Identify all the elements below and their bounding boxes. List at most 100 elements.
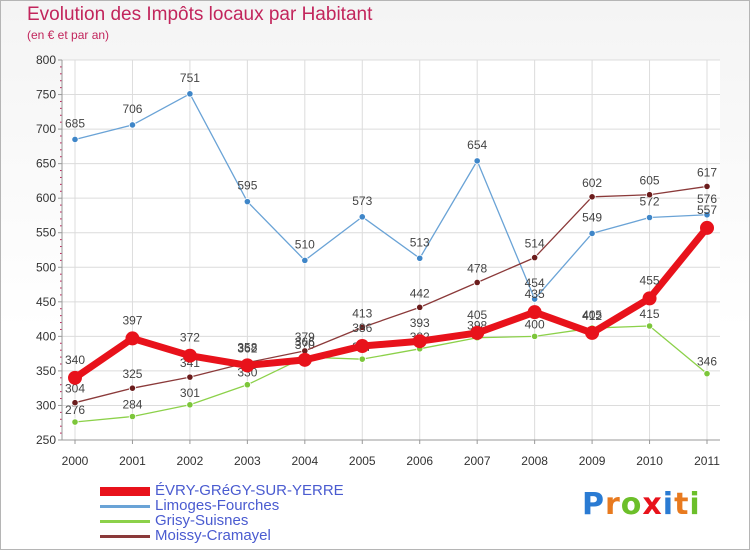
data-point-grisy	[358, 355, 366, 363]
data-point-moissy	[128, 384, 137, 392]
data-label-evry: 393	[410, 316, 430, 330]
data-label-moissy: 325	[122, 367, 142, 381]
x-tick-label: 2000	[62, 454, 89, 468]
data-label-evry: 397	[122, 313, 142, 327]
legend-swatch-grisy	[100, 520, 150, 523]
legend-label-moissy: Moissy-Cramayel	[155, 527, 271, 544]
x-tick-label: 2005	[349, 454, 376, 468]
data-point-limoges	[703, 211, 711, 219]
data-point-grisy	[645, 322, 654, 330]
data-point-limoges	[243, 198, 251, 206]
data-label-limoges: 573	[352, 194, 372, 208]
data-label-evry: 366	[295, 335, 315, 349]
y-tick-label: 450	[36, 295, 56, 309]
data-point-limoges	[128, 121, 137, 129]
y-tick-label: 550	[36, 226, 56, 240]
y-tick-label: 300	[36, 398, 56, 412]
data-label-limoges: 685	[65, 116, 85, 130]
data-point-moissy	[588, 193, 596, 201]
data-point-moissy	[416, 303, 424, 311]
data-point-grisy	[703, 370, 711, 378]
data-point-evry	[355, 339, 370, 354]
logo-letter: t	[674, 487, 690, 522]
data-label-evry: 435	[525, 287, 545, 301]
legend-label-evry: ÉVRY-GRéGY-SUR-YERRE	[155, 482, 344, 499]
data-label-grisy: 400	[525, 317, 545, 331]
data-label-limoges: 510	[295, 237, 315, 251]
data-point-grisy	[531, 332, 539, 340]
data-label-moissy: 602	[582, 176, 602, 190]
data-label-moissy: 362	[237, 342, 257, 356]
y-tick-label: 400	[36, 329, 56, 343]
data-label-grisy: 276	[65, 403, 85, 417]
y-tick-label: 600	[36, 191, 56, 205]
data-label-evry: 358	[237, 340, 257, 354]
data-label-evry: 405	[467, 308, 487, 322]
data-point-limoges	[588, 229, 596, 238]
data-point-grisy	[186, 401, 194, 409]
data-point-grisy	[128, 412, 137, 421]
data-label-grisy: 346	[697, 355, 717, 369]
data-point-evry	[125, 331, 140, 346]
legend-label-limoges: Limoges-Fourches	[155, 497, 280, 514]
data-point-evry	[297, 352, 312, 367]
legend-swatch-moissy	[100, 535, 150, 538]
logo-letter: x	[642, 487, 663, 522]
y-tick-label: 250	[36, 433, 56, 447]
data-point-limoges	[358, 213, 366, 221]
plot-area	[62, 60, 720, 440]
series-line-moissy	[74, 185, 708, 404]
data-label-limoges: 513	[410, 235, 430, 249]
logo-letter: i	[662, 487, 675, 522]
data-label-limoges: 572	[640, 195, 660, 209]
x-tick-label: 2011	[694, 454, 720, 468]
data-label-evry: 372	[180, 331, 200, 345]
data-point-moissy	[531, 254, 539, 262]
data-point-moissy	[645, 191, 654, 199]
data-label-evry: 340	[65, 353, 85, 367]
data-label-moissy: 413	[352, 306, 372, 320]
data-label-limoges: 654	[467, 138, 487, 152]
data-point-limoges	[473, 157, 481, 165]
series-line-limoges	[74, 93, 708, 300]
data-label-moissy: 617	[697, 165, 717, 179]
data-label-limoges: 706	[122, 102, 142, 116]
y-tick-label: 650	[36, 157, 56, 171]
data-label-moissy: 478	[467, 261, 487, 275]
proxiti-logo: Proxiti	[582, 487, 701, 522]
data-point-evry	[585, 325, 600, 340]
series-limoges: 685 706 751 595 510 573 513 654 454 549 572 576	[65, 71, 717, 303]
data-label-moissy: 442	[410, 286, 430, 300]
x-tick-label: 2006	[406, 454, 433, 468]
data-point-evry	[182, 348, 197, 363]
data-label-limoges: 751	[180, 71, 200, 85]
logo-letter: i	[689, 487, 701, 522]
data-point-limoges	[531, 295, 539, 303]
data-point-limoges	[301, 256, 309, 264]
data-label-moissy: 304	[65, 382, 85, 396]
series-evry: 340 397 372 358 366 386 393 405 435 405 455 557	[65, 203, 717, 385]
chart-title: Evolution des Impôts locaux par Habitant	[27, 4, 373, 25]
data-point-limoges	[416, 254, 424, 262]
data-point-moissy	[71, 399, 79, 407]
data-label-grisy: 301	[180, 386, 200, 400]
y-tick-label: 800	[36, 53, 56, 67]
data-point-moissy	[473, 278, 481, 287]
y-tick-label: 700	[36, 122, 56, 136]
data-label-grisy: 415	[640, 307, 660, 321]
data-point-limoges	[71, 135, 79, 144]
data-label-moissy: 605	[640, 174, 660, 188]
x-tick-label: 2003	[234, 454, 261, 468]
x-tick-label: 2009	[579, 454, 606, 468]
data-label-grisy: 412	[582, 309, 602, 323]
data-label-limoges: 549	[582, 210, 602, 224]
series-line-evry	[73, 225, 710, 381]
legend-label-grisy: Grisy-Suisnes	[155, 512, 249, 529]
data-point-limoges	[186, 90, 194, 98]
data-point-grisy	[71, 418, 79, 426]
data-point-evry	[527, 305, 542, 320]
logo-letter: o	[620, 487, 643, 522]
data-point-evry	[412, 334, 427, 349]
data-label-limoges: 576	[697, 192, 717, 206]
